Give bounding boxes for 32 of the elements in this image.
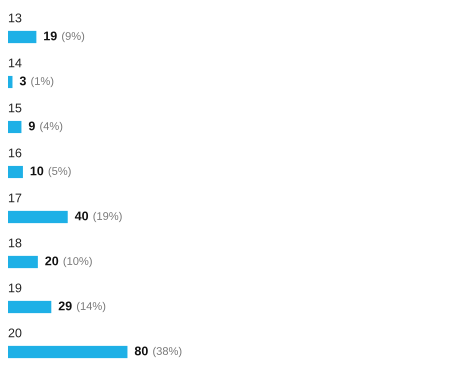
annotation: (1%) bbox=[31, 76, 54, 88]
y-tick-label: 14 bbox=[8, 58, 22, 68]
bar bbox=[8, 166, 23, 178]
bar bbox=[8, 300, 52, 314]
annotation: (9%) bbox=[62, 32, 84, 42]
data-label: 40 bbox=[74, 212, 88, 220]
annotation: (4%) bbox=[40, 122, 62, 132]
bar bbox=[8, 210, 68, 224]
bar bbox=[8, 76, 12, 88]
annotation: (5%) bbox=[48, 166, 71, 178]
annotation: (10%) bbox=[64, 256, 92, 268]
annotation: (38%) bbox=[153, 346, 182, 358]
annotation: (14%) bbox=[77, 302, 106, 312]
bar bbox=[8, 120, 22, 134]
y-tick-label: 13 bbox=[8, 14, 22, 22]
y-tick-label: 18 bbox=[8, 238, 22, 248]
data-label: 29 bbox=[58, 302, 72, 310]
data-label: 10 bbox=[30, 166, 44, 176]
annotation: (19%) bbox=[93, 212, 122, 222]
bar bbox=[8, 256, 38, 268]
data-label: 3 bbox=[20, 76, 26, 86]
data-label: 19 bbox=[44, 32, 57, 40]
bar bbox=[8, 346, 128, 358]
y-tick-label: 16 bbox=[8, 148, 22, 158]
bar bbox=[8, 30, 36, 44]
data-label: 9 bbox=[28, 122, 35, 130]
y-tick-label: 15 bbox=[8, 104, 22, 112]
y-tick-label: 19 bbox=[8, 284, 22, 292]
y-tick-label: 17 bbox=[8, 194, 22, 202]
data-label: 20 bbox=[45, 256, 58, 266]
y-tick-label: 20 bbox=[8, 328, 22, 338]
data-label: 80 bbox=[134, 346, 148, 356]
